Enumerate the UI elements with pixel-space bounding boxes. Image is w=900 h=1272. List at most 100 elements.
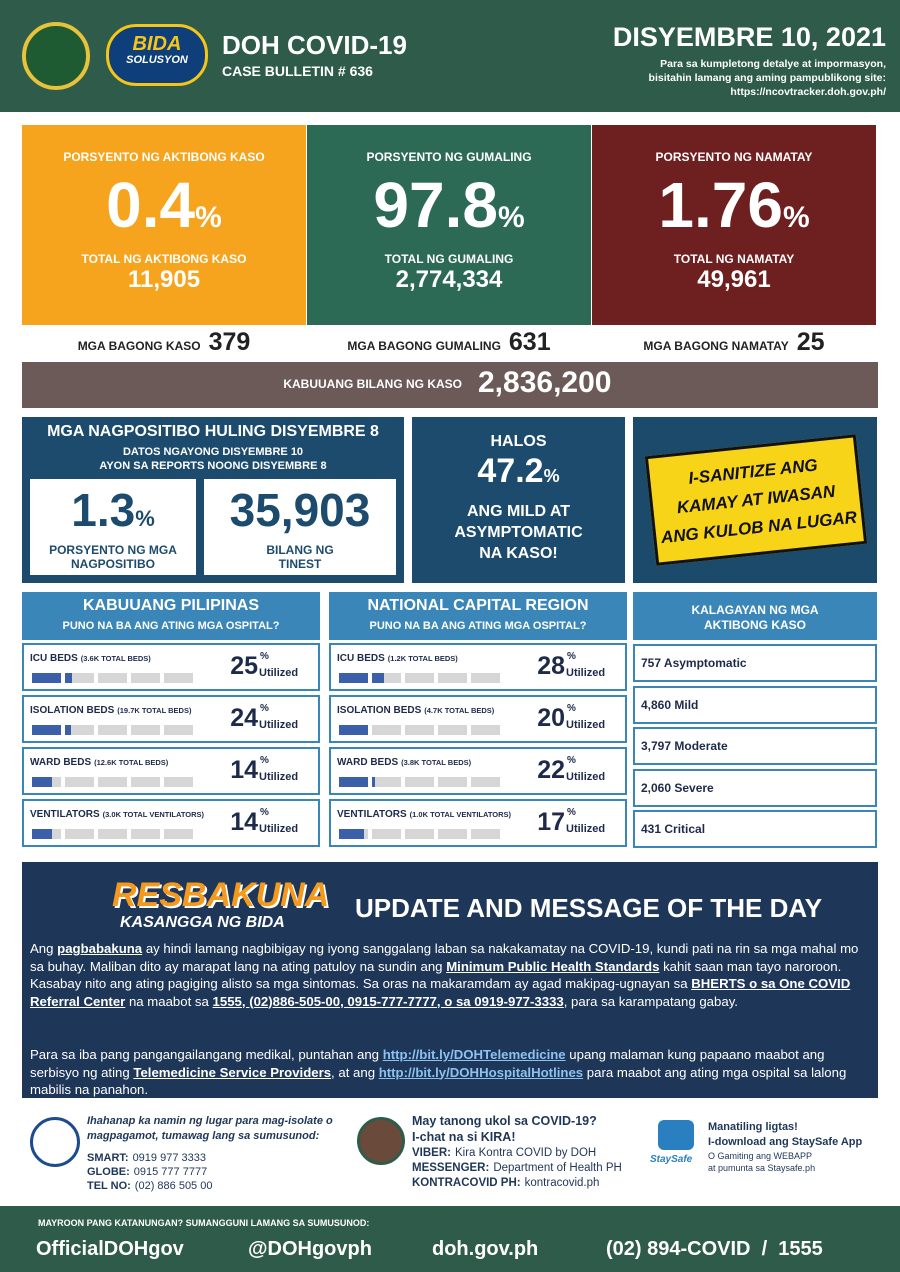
contact-value: 0919 977 3333: [132, 1152, 206, 1164]
summary-box: [592, 125, 876, 325]
utilization-fill: [339, 725, 368, 735]
status-text: 3,797 Moderate: [641, 739, 728, 753]
text: na maabot sa: [125, 993, 213, 1009]
value: 47.2: [477, 452, 544, 490]
status-item: [633, 727, 877, 765]
bulletin: CASE BULLETIN # 636: [222, 63, 373, 79]
link[interactable]: http://bit.ly/DOHTelemedicine: [382, 1047, 566, 1062]
utilization-fill: [65, 673, 73, 683]
contact-label: GLOBE:: [87, 1166, 130, 1178]
detail: (12.6K TOTAL BEDS): [94, 758, 169, 767]
label: VENTILATORS: [337, 809, 407, 820]
row-label: WARD BEDS (12.6K TOTAL BEDS): [30, 752, 230, 770]
site-note: https://ncovtracker.doh.gov.ph/: [730, 86, 886, 98]
utilization: 25: [230, 652, 258, 680]
contact-line: MESSENGER: Department of Health PH: [412, 1162, 662, 1174]
block: [405, 725, 434, 735]
block: [438, 725, 467, 735]
block: [131, 829, 160, 839]
positivity-sub: DATOS NGAYONG DISYEMBRE 10: [122, 446, 304, 458]
block: [471, 829, 500, 839]
summary-value: 1.76%: [592, 168, 876, 242]
kira-text: I-chat na si KIRA!: [412, 1130, 516, 1144]
utilized: Utilized: [566, 719, 606, 731]
text: , para sa karampatang gabay.: [563, 993, 738, 1009]
hospital-row: [22, 695, 320, 743]
utilization-fill: [32, 673, 61, 683]
status-title: KALAGAYAN NG MGA: [691, 603, 819, 617]
detail: (3.0K TOTAL VENTILATORS): [102, 810, 205, 819]
value: 97.8: [373, 169, 498, 241]
utilization: 14: [230, 756, 258, 784]
hospital-title: KABUUANG PILIPINAS: [82, 597, 259, 614]
footer-link[interactable]: @DOHgovph: [248, 1238, 372, 1260]
status-text: 757 Asymptomatic: [641, 656, 747, 670]
block: [405, 777, 434, 787]
hospital-row: [329, 747, 627, 795]
detail: (4.7K TOTAL BEDS): [424, 706, 495, 715]
footer-link[interactable]: (02) 894-COVID / 1555: [606, 1238, 823, 1260]
bida-badge: [106, 24, 208, 86]
status-item: [633, 810, 877, 848]
value: 1.76: [658, 169, 783, 241]
summary-label: PORSYENTO NG GUMALING: [366, 150, 532, 164]
unit: %: [567, 755, 576, 766]
footer-link[interactable]: OfficialDOHgov: [36, 1238, 184, 1260]
unit: %: [497, 201, 525, 234]
text: BHERTS o sa One COVID Referral Center: [30, 976, 851, 1009]
utilized: Utilized: [259, 719, 299, 731]
message-paragraph: Ang pagbabakuna ay hindi lamang nagbibig…: [30, 940, 875, 1010]
status-item: [633, 768, 877, 807]
badge-line: BIDA: [132, 33, 182, 55]
total-value: 49,961: [697, 266, 771, 293]
utilization-fill: [372, 777, 375, 787]
utilization: 20: [537, 704, 565, 732]
badge-line: SOLUSYON: [126, 54, 188, 66]
detail: (1.0K TOTAL VENTILATORS): [409, 810, 512, 819]
utilization: 24: [230, 704, 258, 732]
contact-value: Department of Health PH: [493, 1162, 622, 1174]
icon: [357, 1117, 405, 1165]
utilized: Utilized: [566, 823, 606, 835]
row-label: VENTILATORS (3.0K TOTAL VENTILATORS): [30, 804, 230, 822]
link[interactable]: http://bit.ly/DOHHospitalHotlines: [378, 1064, 584, 1080]
unit: %: [195, 201, 222, 234]
utilization-fill: [339, 829, 364, 839]
status-text: 4,860 Mild: [641, 697, 699, 712]
block: [438, 777, 467, 787]
mild-text: ASYMPTOMATIC: [454, 524, 583, 541]
new-cases: MGA BAGONG KASO 379: [22, 328, 306, 357]
total-value: 2,836,200: [478, 366, 612, 399]
total-value: 2,774,334: [395, 266, 503, 293]
footer-link[interactable]: doh.gov.ph: [432, 1238, 539, 1260]
label: ICU BEDS: [30, 653, 78, 664]
stat-panel: [30, 479, 196, 575]
message-paragraph: Para sa iba pang pangangailangang medika…: [30, 1046, 875, 1099]
total-bar: [22, 362, 878, 408]
footer-note: MAYROON PANG KATANUNGAN? SUMANGGUNI LAMA…: [38, 1218, 370, 1228]
contact-label: KONTRACOVID PH:: [412, 1177, 521, 1189]
contact-line: TEL NO: (02) 886 505 00: [87, 1180, 347, 1192]
block: [438, 829, 467, 839]
label: ICU BEDS: [337, 653, 385, 664]
mild-box: [412, 417, 625, 583]
text: Ang: [30, 941, 58, 956]
block: [164, 725, 193, 735]
text: Para sa iba pang pangangailangang medika…: [30, 1047, 383, 1062]
stat-label: BILANG NG: [266, 543, 334, 557]
block: [65, 725, 94, 735]
positivity-title: MGA NAGPOSITIBO HULING DISYEMBRE 8: [47, 423, 379, 440]
unit: %: [260, 755, 269, 766]
detail: (19.7K TOTAL BEDS): [117, 706, 192, 715]
utilization: 28: [537, 652, 565, 680]
label: VENTILATORS: [30, 809, 100, 820]
contact-value: kontracovid.ph: [524, 1177, 600, 1189]
utilized: Utilized: [259, 667, 299, 679]
hospital-header: [22, 592, 320, 640]
value: 35,903: [229, 484, 371, 536]
total-label: TOTAL NG NAMATAY: [673, 252, 795, 266]
hospital-row: [22, 747, 320, 795]
block: [438, 673, 467, 683]
utilized: Utilized: [566, 771, 606, 783]
